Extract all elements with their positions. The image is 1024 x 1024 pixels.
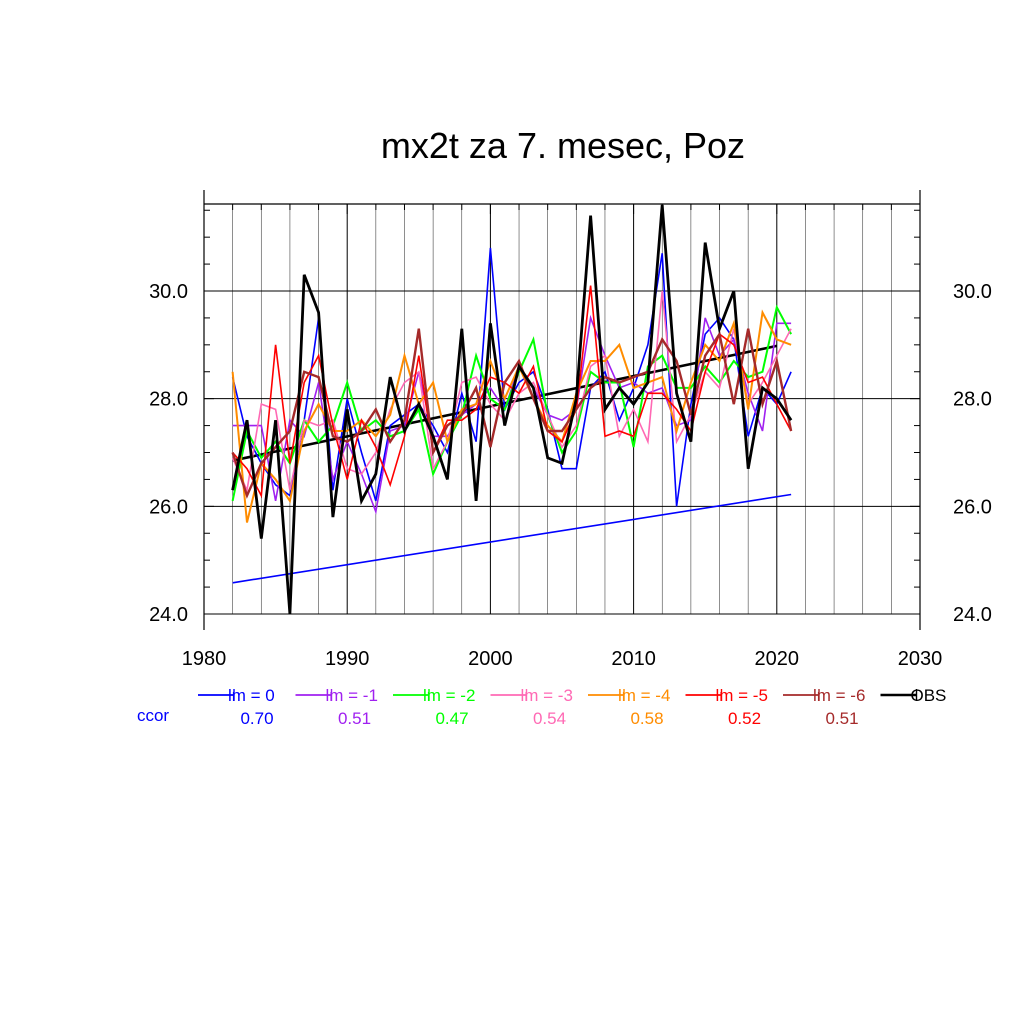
y-tick-label-left: 30.0 bbox=[149, 281, 188, 303]
axis-ticks: 24.0 24.0 26.0 26.0 28.0 28.0 30.0 30.0 1980 1990… bbox=[149, 204, 992, 670]
x-tick-label: 2020 bbox=[755, 648, 800, 670]
legend-label: lm = -2 bbox=[423, 686, 475, 705]
y-tick-label-left: 28.0 bbox=[149, 389, 188, 411]
legend-label: OBS bbox=[911, 686, 947, 705]
trend-line bbox=[232, 493, 792, 584]
ccor-label: ccor bbox=[137, 706, 169, 725]
ccor-row: ccor 0.70 0.51 0.47 0.54 0.58 0.52 0.51 bbox=[137, 706, 859, 728]
legend-label: lm = -5 bbox=[716, 686, 768, 705]
legend-label: lm = -3 bbox=[521, 686, 573, 705]
series-line-lm-5 bbox=[232, 285, 792, 499]
plot-frame bbox=[203, 190, 921, 630]
legend: lm = 0 lm = -1 lm = -2 lm = -3 lm = -4 lm = -… bbox=[198, 686, 946, 705]
ccor-value: 0.47 bbox=[435, 709, 468, 728]
chart-title: mx2t za 7. mesec, Poz bbox=[381, 125, 745, 166]
x-tick-label: 2000 bbox=[468, 648, 513, 670]
legend-label: lm = -6 bbox=[813, 686, 865, 705]
ccor-value: 0.51 bbox=[338, 709, 371, 728]
legend-label: lm = -4 bbox=[618, 686, 670, 705]
y-tick-label-right: 28.0 bbox=[953, 389, 992, 411]
x-tick-label: 2010 bbox=[611, 648, 656, 670]
ccor-value: 0.54 bbox=[533, 709, 566, 728]
ccor-value: 0.58 bbox=[630, 709, 663, 728]
legend-label: lm = -1 bbox=[326, 686, 378, 705]
series-line-obs bbox=[231, 204, 793, 615]
series-lines bbox=[231, 204, 793, 615]
ccor-value: 0.51 bbox=[825, 709, 858, 728]
x-tick-label: 2030 bbox=[898, 648, 943, 670]
y-tick-label-right: 30.0 bbox=[953, 281, 992, 303]
legend-label: lm = 0 bbox=[228, 686, 275, 705]
x-tick-label: 1990 bbox=[325, 648, 370, 670]
ccor-value: 0.52 bbox=[728, 709, 761, 728]
y-tick-label-left: 24.0 bbox=[149, 604, 188, 626]
ccor-value: 0.70 bbox=[240, 709, 273, 728]
y-tick-label-left: 26.0 bbox=[149, 496, 188, 518]
y-tick-label-right: 26.0 bbox=[953, 496, 992, 518]
y-tick-label-right: 24.0 bbox=[953, 604, 992, 626]
x-tick-label: 1980 bbox=[182, 648, 227, 670]
